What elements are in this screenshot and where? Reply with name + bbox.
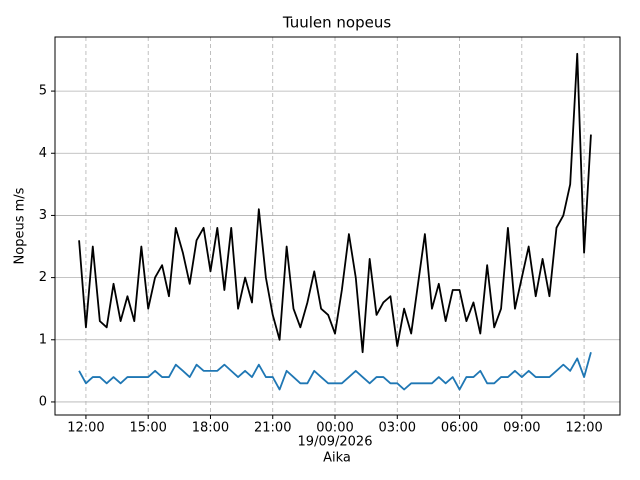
x-tick-label: 12:00 — [67, 421, 104, 436]
y-tick-label: 5 — [39, 84, 47, 99]
x-tick-label: 15:00 — [129, 421, 166, 436]
x-tick-label: 18:00 — [192, 421, 229, 436]
x-tick-label: 03:00 — [379, 421, 416, 436]
y-tick-label: 3 — [39, 208, 47, 223]
x-axis-label: Aika — [323, 451, 351, 466]
y-axis-label: Nopeus m/s — [13, 187, 28, 264]
y-tick-label: 2 — [39, 270, 47, 285]
y-tick-label: 1 — [39, 332, 47, 347]
y-tick-label: 0 — [39, 394, 47, 409]
x-tick-label: 21:00 — [254, 421, 291, 436]
y-tick-label: 4 — [39, 146, 47, 161]
x-date-label: 19/09/2026 — [298, 435, 373, 450]
line-series — [78, 351, 592, 391]
x-tick-label: 00:00 — [316, 421, 353, 436]
x-tick-label: 06:00 — [441, 421, 478, 436]
x-tick-label: 12:00 — [565, 421, 602, 436]
line-series — [78, 52, 592, 354]
chart-title: Tuulen nopeus — [282, 14, 392, 32]
x-tick-label: 09:00 — [503, 421, 540, 436]
plot-frame — [54, 36, 621, 416]
